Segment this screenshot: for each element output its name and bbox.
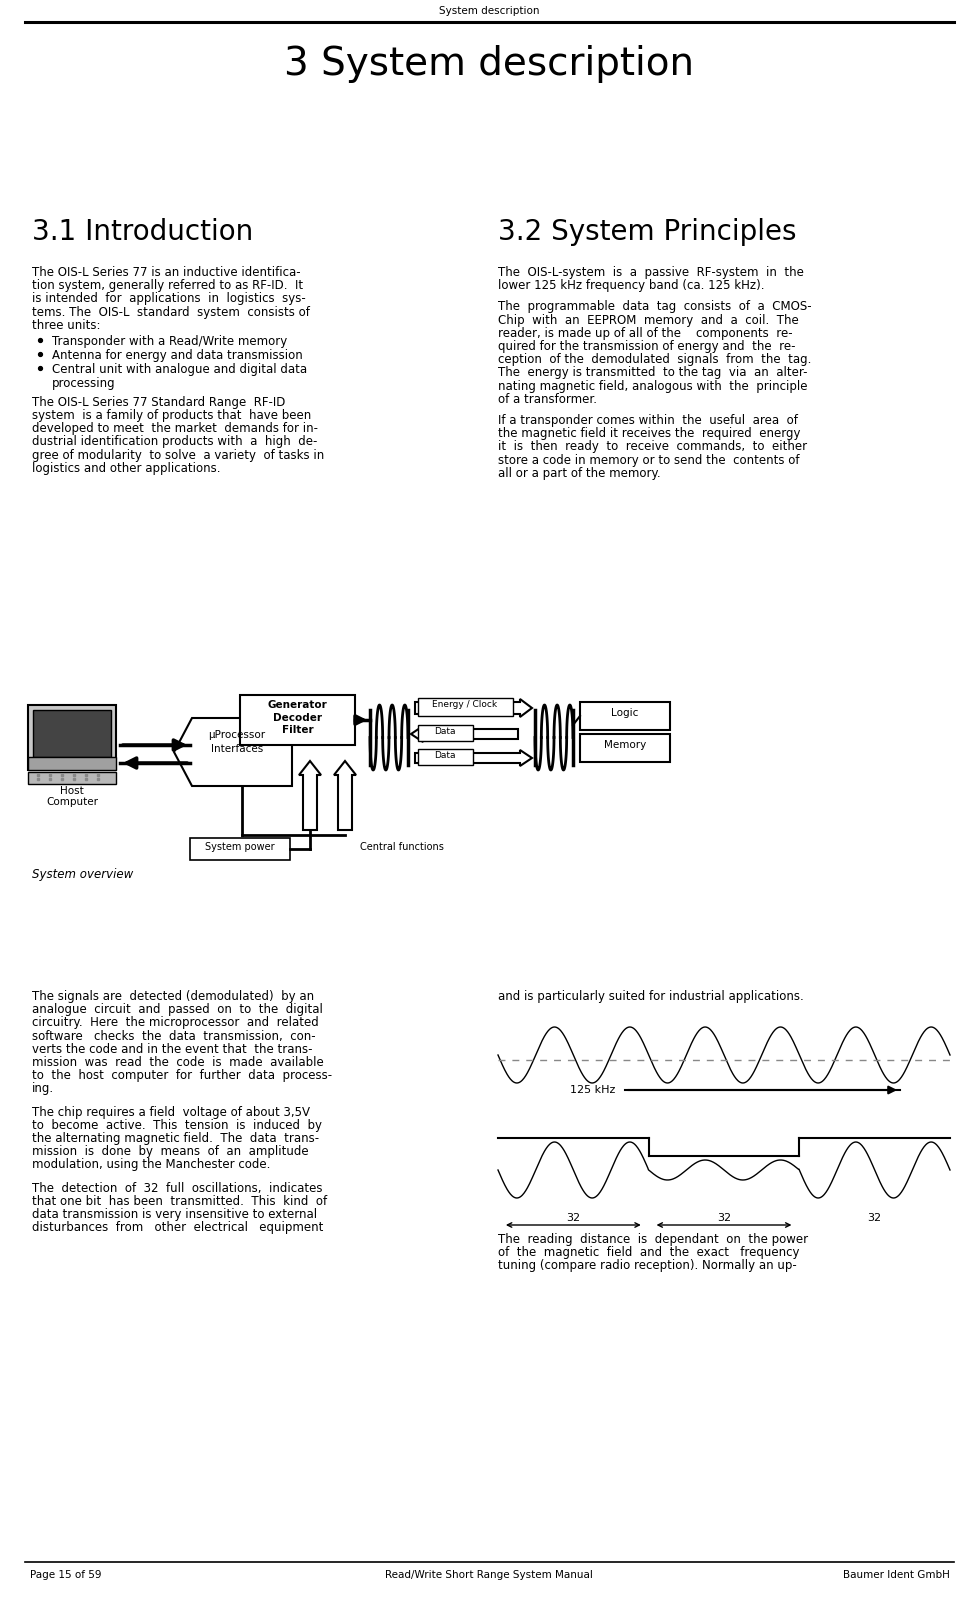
Bar [33, 710, 111, 757]
Text: If a transponder comes within  the  useful  area  of: If a transponder comes within the useful… [498, 414, 797, 427]
Text: the magnetic field it receives the  required  energy: the magnetic field it receives the requi… [498, 427, 800, 439]
Text: system  is a family of products that  have been: system is a family of products that have… [32, 409, 311, 422]
Text: The  reading  distance  is  dependant  on  the power: The reading distance is dependant on the… [498, 1234, 807, 1246]
Text: disturbances  from   other  electrical   equipment: disturbances from other electrical equip… [32, 1221, 323, 1234]
Text: Energy / Clock: Energy / Clock [432, 700, 497, 710]
Text: System overview: System overview [32, 868, 133, 880]
Text: Computer: Computer [46, 797, 98, 807]
Text: 125 kHz: 125 kHz [569, 1085, 615, 1095]
Text: Central functions: Central functions [360, 842, 443, 852]
Text: analogue  circuit  and  passed  on  to  the  digital: analogue circuit and passed on to the di… [32, 1004, 323, 1016]
Text: 3 System description: 3 System description [284, 45, 693, 83]
Text: circuitry.  Here  the microprocessor  and  related: circuitry. Here the microprocessor and r… [32, 1016, 319, 1029]
Text: The  energy is transmitted  to the tag  via  an  alter-: The energy is transmitted to the tag via… [498, 366, 807, 379]
Text: 3.1 Introduction: 3.1 Introduction [32, 217, 253, 246]
Text: to  the  host  computer  for  further  data  process-: to the host computer for further data pr… [32, 1069, 332, 1082]
Text: software   checks  the  data  transmission,  con-: software checks the data transmission, c… [32, 1029, 315, 1042]
Text: verts the code and in the event that  the trans-: verts the code and in the event that the… [32, 1043, 312, 1056]
Text: all or a part of the memory.: all or a part of the memory. [498, 467, 660, 479]
Text: The  detection  of  32  full  oscillations,  indicates: The detection of 32 full oscillations, i… [32, 1181, 322, 1195]
Text: tems. The  OIS-L  standard  system  consists of: tems. The OIS-L standard system consists… [32, 305, 310, 318]
Bar [418, 749, 472, 765]
Text: Antenna for energy and data transmission: Antenna for energy and data transmission [52, 350, 302, 363]
Text: Decoder: Decoder [273, 713, 322, 722]
Text: Read/Write Short Range System Manual: Read/Write Short Range System Manual [384, 1569, 593, 1580]
Text: Transponder with a Read/Write memory: Transponder with a Read/Write memory [52, 336, 287, 348]
Bar [28, 705, 115, 770]
Bar [579, 733, 669, 762]
Text: gree of modularity  to solve  a variety  of tasks in: gree of modularity to solve a variety of… [32, 449, 324, 462]
Text: The chip requires a field  voltage of about 3,5V: The chip requires a field voltage of abo… [32, 1106, 310, 1119]
Text: Data: Data [434, 727, 456, 737]
Text: Page 15 of 59: Page 15 of 59 [30, 1569, 102, 1580]
FancyArrow shape [298, 761, 321, 829]
Text: Generator: Generator [267, 700, 327, 710]
Text: logistics and other applications.: logistics and other applications. [32, 462, 220, 475]
Text: The  programmable  data  tag  consists  of  a  CMOS-: The programmable data tag consists of a … [498, 300, 811, 313]
Text: that one bit  has been  transmitted.  This  kind  of: that one bit has been transmitted. This … [32, 1195, 327, 1208]
Text: ing.: ing. [32, 1082, 54, 1095]
Text: Filter: Filter [282, 725, 313, 735]
Text: reader, is made up of all of the    components  re-: reader, is made up of all of the compone… [498, 328, 792, 340]
Text: The  OIS-L-system  is  a  passive  RF-system  in  the: The OIS-L-system is a passive RF-system … [498, 265, 803, 280]
Text: mission  is  done  by  means  of  an  amplitude: mission is done by means of an amplitude [32, 1146, 308, 1159]
Bar [28, 757, 115, 770]
Text: developed to meet  the market  demands for in-: developed to meet the market demands for… [32, 422, 318, 435]
Text: ception  of the  demodulated  signals  from  the  tag.: ception of the demodulated signals from … [498, 353, 811, 366]
Text: it  is  then  ready  to  receive  commands,  to  either: it is then ready to receive commands, to… [498, 441, 806, 454]
FancyArrow shape [415, 749, 531, 765]
Bar [240, 695, 355, 745]
Text: 3.2 System Principles: 3.2 System Principles [498, 217, 796, 246]
Text: Memory: Memory [603, 740, 645, 749]
Text: store a code in memory or to send the  contents of: store a code in memory or to send the co… [498, 454, 799, 467]
Text: of a transformer.: of a transformer. [498, 393, 597, 406]
Bar [190, 837, 289, 860]
Text: tuning (compare radio reception). Normally an up-: tuning (compare radio reception). Normal… [498, 1259, 796, 1272]
Text: Interfaces: Interfaces [210, 745, 263, 754]
FancyArrow shape [411, 725, 517, 741]
Text: dustrial identification products with  a  high  de-: dustrial identification products with a … [32, 435, 317, 449]
Bar [28, 772, 115, 785]
Text: tion system, generally referred to as RF-ID.  It: tion system, generally referred to as RF… [32, 280, 303, 292]
Text: Data: Data [434, 751, 456, 761]
Text: data transmission is very insensitive to external: data transmission is very insensitive to… [32, 1208, 317, 1221]
Text: the alternating magnetic field.  The  data  trans-: the alternating magnetic field. The data… [32, 1131, 319, 1146]
Text: Chip  with  an  EEPROM  memory  and  a  coil.  The: Chip with an EEPROM memory and a coil. T… [498, 313, 798, 326]
Text: The signals are  detected (demodulated)  by an: The signals are detected (demodulated) b… [32, 991, 314, 1004]
Text: Central unit with analogue and digital data: Central unit with analogue and digital d… [52, 363, 307, 377]
Text: nating magnetic field, analogous with  the  principle: nating magnetic field, analogous with th… [498, 380, 807, 393]
Text: The OIS-L Series 77 is an inductive identifica-: The OIS-L Series 77 is an inductive iden… [32, 265, 300, 280]
Polygon shape [174, 718, 291, 786]
Text: The OIS-L Series 77 Standard Range  RF-ID: The OIS-L Series 77 Standard Range RF-ID [32, 396, 285, 409]
Text: Baumer Ident GmbH: Baumer Ident GmbH [842, 1569, 949, 1580]
Text: 32: 32 [716, 1213, 731, 1222]
FancyArrow shape [333, 761, 356, 829]
Text: 32: 32 [565, 1213, 580, 1222]
Text: µProcessor: µProcessor [208, 730, 265, 740]
Text: mission  was  read  the  code  is  made  available: mission was read the code is made availa… [32, 1056, 324, 1069]
Text: Logic: Logic [610, 708, 638, 718]
Bar [579, 702, 669, 730]
FancyArrow shape [415, 698, 531, 718]
Text: System description: System description [438, 6, 539, 16]
Text: three units:: three units: [32, 318, 101, 332]
Text: to  become  active.  This  tension  is  induced  by: to become active. This tension is induce… [32, 1119, 322, 1131]
Text: lower 125 kHz frequency band (ca. 125 kHz).: lower 125 kHz frequency band (ca. 125 kH… [498, 280, 764, 292]
Bar [418, 725, 472, 741]
Bar [418, 698, 512, 716]
Text: quired for the transmission of energy and  the  re-: quired for the transmission of energy an… [498, 340, 795, 353]
Text: modulation, using the Manchester code.: modulation, using the Manchester code. [32, 1159, 270, 1171]
Text: of  the  magnetic  field  and  the  exact   frequency: of the magnetic field and the exact freq… [498, 1246, 799, 1259]
Text: System power: System power [205, 842, 275, 852]
Text: and is particularly suited for industrial applications.: and is particularly suited for industria… [498, 991, 803, 1004]
Text: 32: 32 [867, 1213, 881, 1222]
Text: Host: Host [60, 786, 84, 796]
Text: is intended  for  applications  in  logistics  sys-: is intended for applications in logistic… [32, 292, 305, 305]
Text: processing: processing [52, 377, 115, 390]
